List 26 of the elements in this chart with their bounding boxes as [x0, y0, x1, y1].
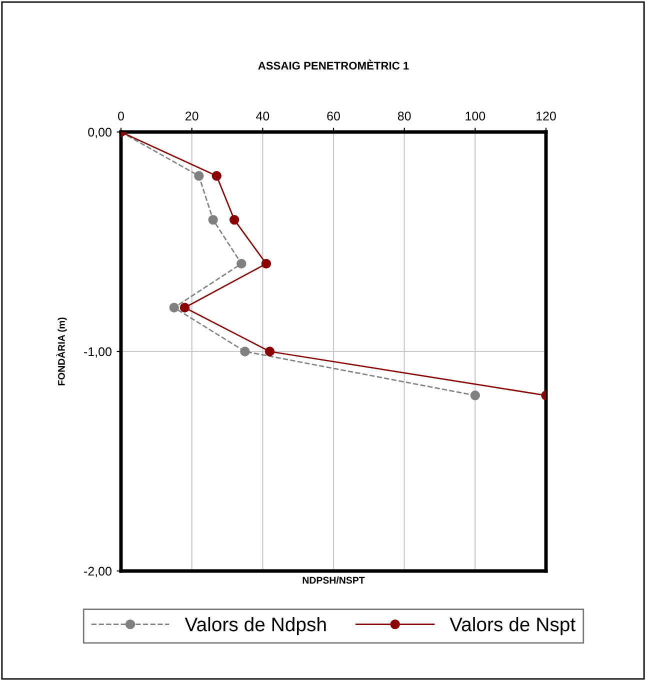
- y-tick-label: -1,00: [84, 347, 112, 358]
- x-tick-label: 80: [398, 112, 411, 120]
- legend-label: Valors de Nspt: [450, 617, 576, 636]
- y-tick-label: -2,00: [84, 566, 112, 578]
- y-axis-title: FONDÀRIA (m): [56, 318, 67, 386]
- y-tick-label: 0,00: [88, 128, 112, 138]
- point: [240, 346, 250, 356]
- x-axis-title: NDPSH/NSPT: [302, 576, 365, 584]
- x-tick-label: 20: [186, 112, 198, 120]
- x-tick-label: 0: [118, 112, 124, 120]
- x-tick-label: 60: [327, 112, 340, 120]
- x-tick-label: 120: [536, 112, 556, 120]
- point: [470, 390, 480, 400]
- x-tick-label: 100: [466, 112, 486, 120]
- x-tick-label: 40: [256, 112, 270, 120]
- chart-title: ASSAIG PENETROMÈTRIC 1: [258, 60, 409, 70]
- point: [169, 302, 179, 312]
- point: [229, 214, 240, 225]
- point: [208, 214, 218, 225]
- point: [261, 258, 272, 269]
- legend-label: Valors de Ndpsh: [184, 617, 326, 636]
- point: [236, 258, 246, 269]
- point: [212, 171, 222, 181]
- point: [194, 171, 204, 181]
- point: [264, 346, 275, 356]
- point: [180, 302, 190, 312]
